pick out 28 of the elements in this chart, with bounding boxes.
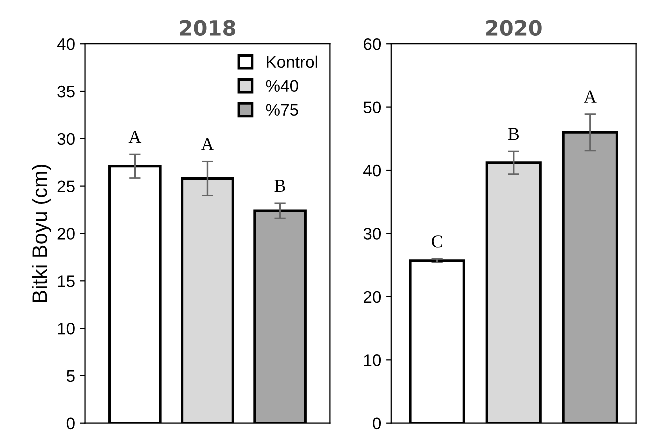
y-tick-label: 30 (58, 133, 75, 146)
y-tick-label: 30 (364, 228, 382, 240)
y-tick-label: 10 (364, 354, 382, 366)
chart-title: 2018 (180, 20, 236, 36)
legend-label: %40 (266, 80, 298, 92)
y-tick-label: 10 (58, 322, 75, 335)
y-tick-label: 5 (66, 370, 75, 382)
legend-label: %75 (266, 104, 298, 116)
data-label: B (508, 128, 520, 140)
y-tick-label: 50 (364, 102, 382, 114)
y-tick-label: 20 (364, 291, 382, 304)
y-tick-label: 0 (66, 418, 75, 430)
y-tick-label: 20 (58, 228, 75, 240)
data-label: A (201, 138, 214, 150)
y-tick-label: 0 (373, 418, 382, 430)
data-label: C (432, 236, 442, 248)
y-axis-title: Bitki Boyu (cm) (32, 164, 52, 302)
y-tick-label: 40 (364, 164, 382, 177)
y-tick-label: 60 (364, 38, 382, 50)
data-label: B (274, 180, 286, 192)
y-tick-label: 35 (58, 86, 75, 98)
chart-title: 2020 (486, 20, 542, 36)
y-tick-label: 15 (58, 276, 75, 288)
data-label: A (128, 131, 142, 144)
y-tick-label: 40 (57, 38, 75, 50)
legend-label: Kontrol (267, 56, 318, 68)
data-label: A (584, 90, 597, 103)
y-tick-label: 25 (58, 180, 75, 193)
